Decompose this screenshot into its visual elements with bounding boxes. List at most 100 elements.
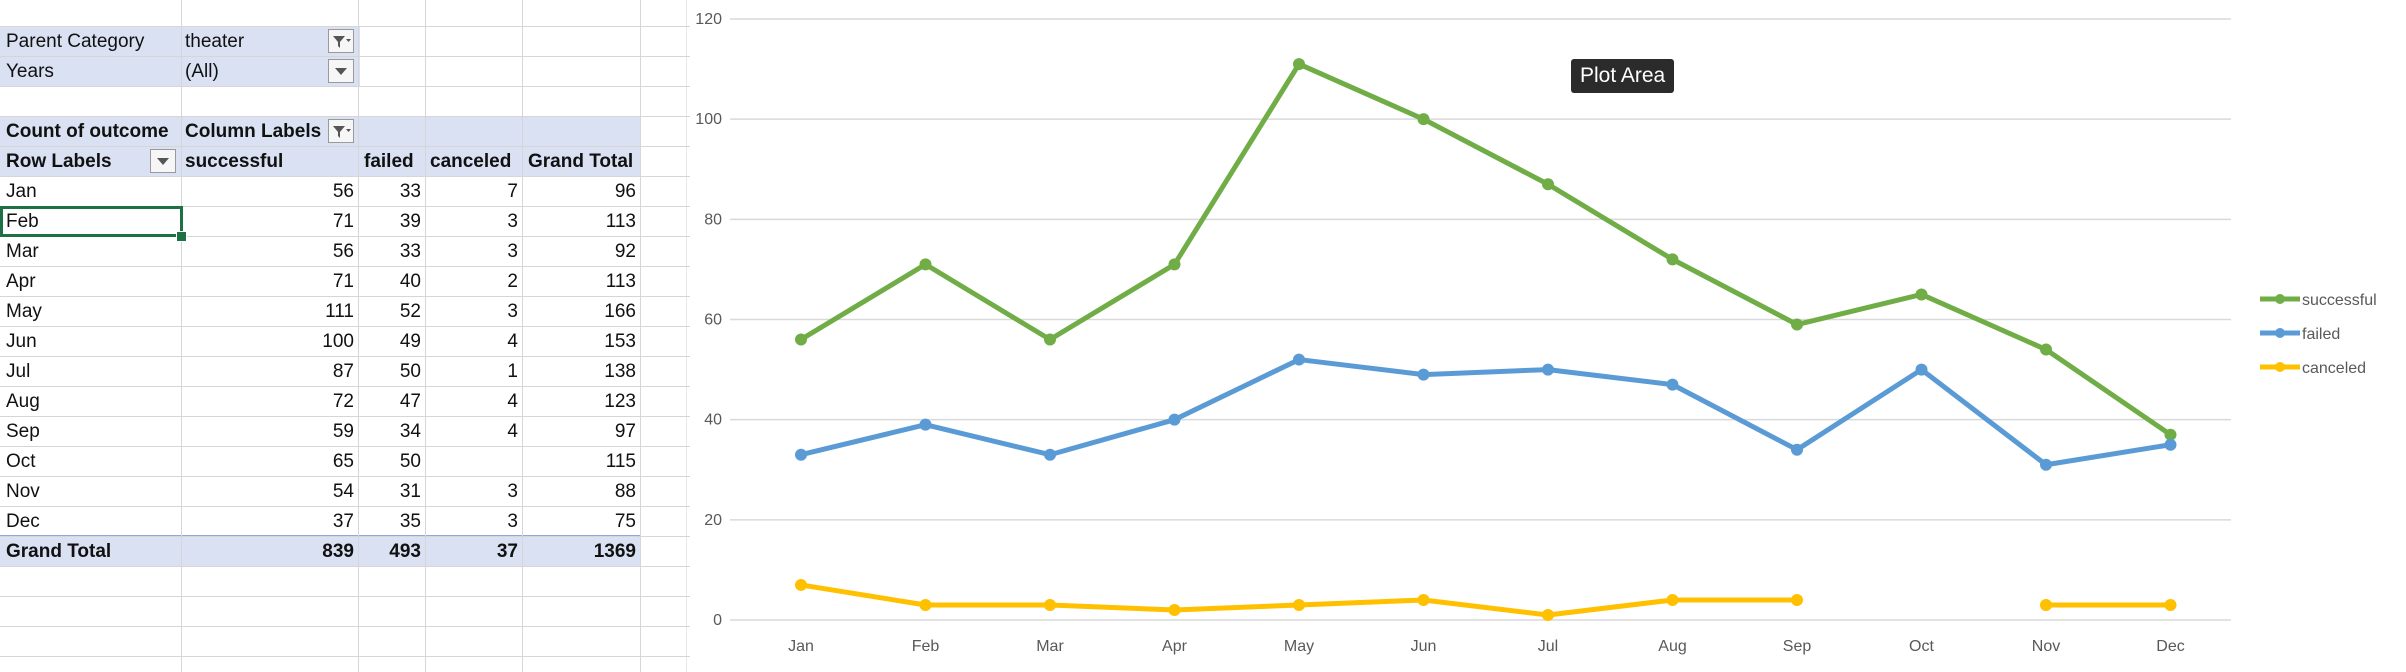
cell-jul-successful[interactable]: 87: [332, 361, 354, 382]
row-label-oct[interactable]: Oct: [6, 451, 36, 472]
data-point-canceled: [1542, 608, 1554, 621]
row-label-jun[interactable]: Jun: [6, 331, 37, 352]
cell-jun-grand-total[interactable]: 153: [604, 331, 636, 352]
row-label-sep[interactable]: Sep: [6, 421, 40, 442]
grand-total-band: [0, 536, 640, 566]
row-label-feb[interactable]: Feb: [6, 211, 39, 232]
legend-label-failed: failed: [2302, 326, 2340, 343]
cell-feb-canceled[interactable]: 3: [507, 211, 518, 232]
cell-oct-canceled[interactable]: [425, 447, 518, 477]
data-point-successful: [1168, 258, 1181, 271]
grand-total-canceled[interactable]: 37: [496, 541, 518, 562]
cell-jan-grand-total[interactable]: 96: [614, 181, 636, 202]
x-tick-label: Apr: [1162, 638, 1188, 655]
line-chart[interactable]: 0 20 40 60 80 100 120 Jan Feb Mar Apr May Jun Jul Aug S…: [686, 0, 2406, 672]
chevron-down-icon: [157, 158, 169, 165]
cell-jul-canceled[interactable]: 1: [507, 361, 518, 382]
cell-feb-grand-total[interactable]: 113: [605, 211, 636, 232]
data-point-successful: [1044, 333, 1056, 346]
cell-mar-grand-total[interactable]: 92: [614, 241, 636, 262]
cell-nov-successful[interactable]: 54: [332, 481, 354, 502]
row-label-may[interactable]: May: [6, 301, 42, 322]
data-point-failed: [2164, 438, 2177, 451]
cell-apr-failed[interactable]: 40: [399, 271, 421, 292]
data-point-successful: [919, 258, 932, 271]
row-label-nov[interactable]: Nov: [6, 481, 40, 502]
grand-total-label: Grand Total: [6, 541, 112, 562]
cell-apr-canceled[interactable]: 2: [507, 271, 518, 292]
cell-may-canceled[interactable]: 3: [507, 301, 518, 322]
cell-aug-canceled[interactable]: 4: [507, 391, 518, 412]
cell-may-failed[interactable]: 52: [399, 301, 421, 322]
cell-jun-failed[interactable]: 49: [399, 331, 421, 352]
cell-oct-grand-total[interactable]: 115: [605, 451, 636, 472]
data-point-successful: [1542, 178, 1554, 191]
row-label-aug[interactable]: Aug: [6, 391, 40, 412]
cell-apr-successful[interactable]: 71: [332, 271, 354, 292]
data-point-failed: [2040, 458, 2052, 471]
cell-jun-successful[interactable]: 100: [322, 331, 354, 352]
cell-dec-successful[interactable]: 37: [332, 511, 354, 532]
cell-mar-canceled[interactable]: 3: [507, 241, 518, 262]
cell-sep-successful[interactable]: 59: [332, 421, 354, 442]
cell-nov-grand-total[interactable]: 88: [614, 481, 636, 502]
parent-category-filter-button[interactable]: [328, 29, 354, 53]
row-label-jan[interactable]: Jan: [6, 181, 37, 202]
filter-icon: [333, 126, 351, 138]
legend-label-canceled: canceled: [2302, 360, 2366, 377]
data-point-successful: [2040, 343, 2052, 356]
cell-aug-failed[interactable]: 47: [399, 391, 421, 412]
grand-total-grand-total[interactable]: 1369: [593, 541, 636, 562]
cell-mar-successful[interactable]: 56: [332, 241, 354, 262]
data-point-successful: [1915, 288, 1928, 301]
cell-oct-successful[interactable]: 65: [332, 451, 354, 472]
years-filter-button[interactable]: [328, 59, 354, 83]
cell-aug-grand-total[interactable]: 123: [604, 391, 636, 412]
chart-canvas: 0 20 40 60 80 100 120 Jan Feb Mar Apr May Jun Jul Aug S…: [686, 0, 2377, 672]
x-tick-label: Jun: [1411, 638, 1437, 655]
cell-oct-failed[interactable]: 50: [399, 451, 421, 472]
x-tick-label: Aug: [1658, 638, 1686, 655]
row-label-jul[interactable]: Jul: [6, 361, 31, 382]
cell-may-successful[interactable]: 111: [325, 301, 354, 322]
filter-icon: [333, 36, 351, 48]
fill-handle[interactable]: [176, 231, 187, 242]
cell-feb-failed[interactable]: 39: [399, 211, 421, 232]
cell-dec-failed[interactable]: 35: [399, 511, 421, 532]
filter-label-parent-category: Parent Category: [6, 31, 145, 52]
column-labels-header: Column Labels: [185, 121, 322, 142]
cell-may-grand-total[interactable]: 166: [604, 301, 636, 322]
grand-total-failed[interactable]: 493: [389, 541, 421, 562]
cell-jul-failed[interactable]: 50: [399, 361, 421, 382]
cell-nov-canceled[interactable]: 3: [507, 481, 518, 502]
cell-sep-canceled[interactable]: 4: [507, 421, 518, 442]
column-labels-filter-button[interactable]: [328, 119, 354, 143]
data-point-failed: [919, 418, 932, 431]
cell-jan-canceled[interactable]: 7: [507, 181, 518, 202]
row-label-mar[interactable]: Mar: [6, 241, 39, 262]
data-point-canceled: [1168, 603, 1181, 616]
cell-jan-failed[interactable]: 33: [399, 181, 421, 202]
cell-sep-grand-total[interactable]: 97: [614, 421, 636, 442]
cell-aug-successful[interactable]: 72: [332, 391, 354, 412]
selected-cell[interactable]: [0, 206, 183, 237]
cell-feb-successful[interactable]: 71: [332, 211, 354, 232]
data-point-canceled: [1293, 598, 1305, 611]
cell-dec-grand-total[interactable]: 75: [614, 511, 636, 532]
row-labels-filter-button[interactable]: [150, 149, 176, 173]
row-label-apr[interactable]: Apr: [6, 271, 36, 292]
cell-jan-successful[interactable]: 56: [332, 181, 354, 202]
cell-apr-grand-total[interactable]: 113: [605, 271, 636, 292]
data-point-failed: [1168, 413, 1181, 426]
cell-jun-canceled[interactable]: 4: [507, 331, 518, 352]
cell-nov-failed[interactable]: 31: [399, 481, 421, 502]
cell-dec-canceled[interactable]: 3: [507, 511, 518, 532]
cell-mar-failed[interactable]: 33: [399, 241, 421, 262]
cell-sep-failed[interactable]: 34: [399, 421, 421, 442]
data-point-failed: [1293, 353, 1305, 366]
x-tick-label: Jul: [1538, 638, 1558, 655]
row-label-dec[interactable]: Dec: [6, 511, 40, 532]
cell-jul-grand-total[interactable]: 138: [604, 361, 636, 382]
grand-total-successful[interactable]: 839: [322, 541, 354, 562]
data-point-canceled: [2164, 598, 2177, 611]
